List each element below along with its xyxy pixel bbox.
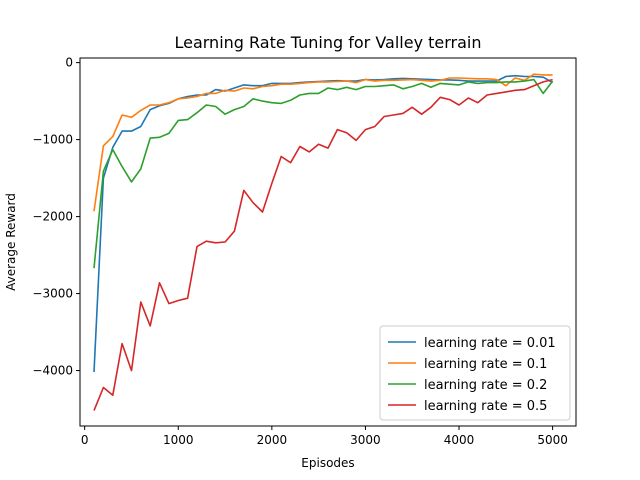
series-line-2 bbox=[93, 78, 554, 269]
y-axis: 0 −1000 −2000 −3000 −4000 bbox=[32, 56, 80, 378]
legend-box bbox=[379, 325, 571, 421]
plot-frame bbox=[79, 57, 577, 427]
series-line-1 bbox=[93, 73, 553, 212]
y-tick-label: −4000 bbox=[32, 364, 73, 378]
legend-entry: learning rate = 0.5 bbox=[424, 399, 547, 414]
x-tick-label: 3000 bbox=[350, 433, 381, 447]
x-tick-label: 2000 bbox=[257, 433, 288, 447]
plot-area bbox=[79, 57, 577, 427]
legend-entry: learning rate = 0.2 bbox=[424, 378, 547, 393]
x-tick-label: 0 bbox=[81, 433, 89, 447]
legend-entry: learning rate = 0.01 bbox=[424, 336, 556, 351]
series-line-3 bbox=[93, 78, 553, 411]
y-axis-label: Average Reward bbox=[4, 193, 18, 291]
y-tick-label: 0 bbox=[65, 56, 73, 70]
series-layer bbox=[93, 73, 554, 411]
y-tick-label: −2000 bbox=[32, 210, 73, 224]
x-tick-label: 5000 bbox=[537, 433, 568, 447]
y-tick-label: −3000 bbox=[32, 287, 73, 301]
x-tick-label: 1000 bbox=[163, 433, 194, 447]
x-axis: 0 1000 2000 3000 4000 5000 bbox=[81, 426, 568, 447]
legend: learning rate = 0.01 learning rate = 0.1 l… bbox=[379, 325, 571, 421]
x-tick-label: 4000 bbox=[444, 433, 475, 447]
legend-entry: learning rate = 0.1 bbox=[424, 357, 547, 372]
chart-title: Learning Rate Tuning for Valley terrain bbox=[174, 33, 481, 52]
y-tick-label: −1000 bbox=[32, 133, 73, 147]
x-axis-label: Episodes bbox=[301, 456, 354, 470]
